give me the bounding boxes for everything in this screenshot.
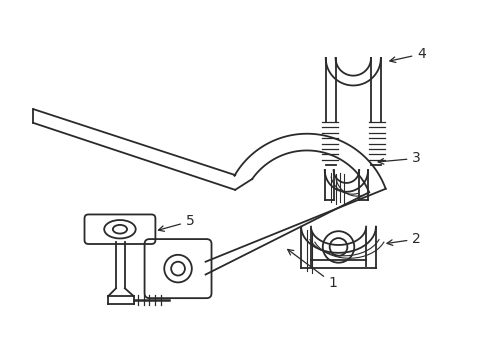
Text: 3: 3 (377, 151, 420, 165)
Text: 4: 4 (389, 47, 425, 63)
Text: 5: 5 (158, 214, 194, 231)
Text: 1: 1 (287, 249, 337, 291)
Text: 2: 2 (386, 232, 420, 246)
